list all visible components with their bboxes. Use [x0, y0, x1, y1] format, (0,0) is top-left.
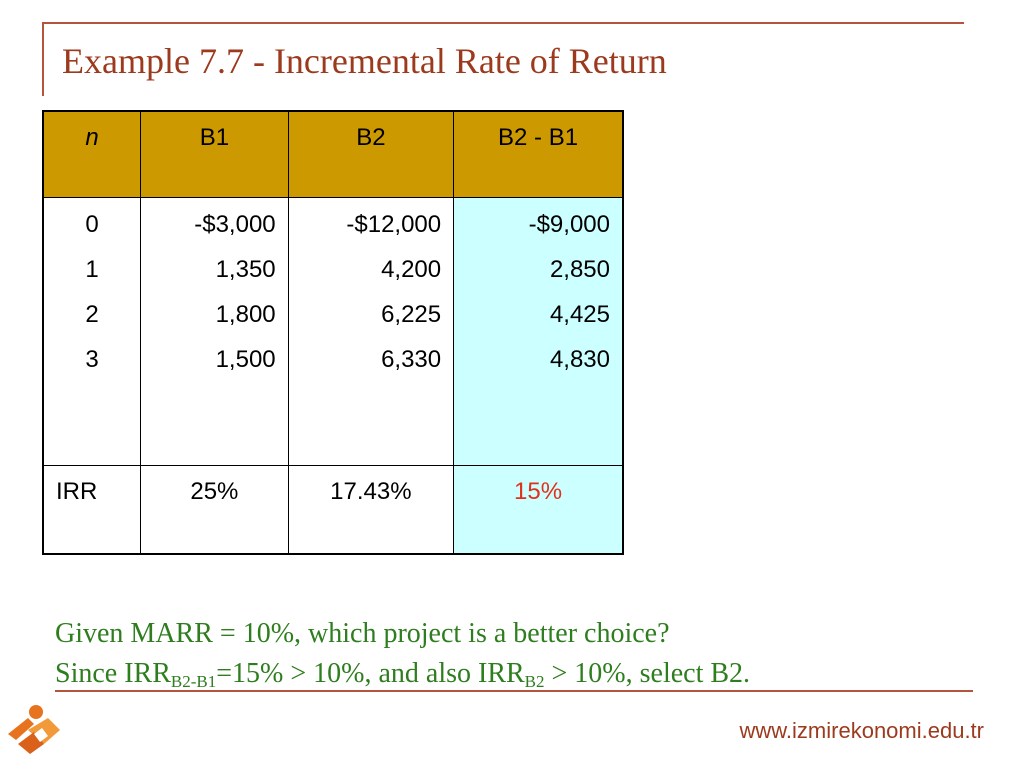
b1-column: -$3,000 1,350 1,800 1,500	[140, 196, 289, 466]
answer-text-2: =15% > 10%, and also IRR	[216, 658, 525, 689]
period-value: 3	[85, 345, 99, 373]
table-header-row: n B1 B2 B2 - B1	[42, 110, 624, 198]
answer-text-3: > 10%, select B2.	[544, 658, 751, 689]
incremental-value: 2,850	[549, 255, 610, 283]
cash-flow-table: n B1 B2 B2 - B1 0 1 2 3 -$3,000 1,350 1,…	[42, 110, 624, 555]
irr-b1: 25%	[140, 464, 289, 555]
b1-value: 1,800	[215, 300, 276, 328]
answer-subscript-1: B2-B1	[170, 672, 217, 691]
incremental-value: 4,830	[549, 345, 610, 373]
irr-label: IRR	[42, 464, 142, 555]
b1-value: 1,350	[215, 255, 276, 283]
period-value: 2	[85, 300, 99, 328]
irr-row: IRR 25% 17.43% 15%	[42, 464, 624, 555]
b2-value: -$12,000	[346, 210, 442, 238]
header-n: n	[42, 110, 142, 198]
period-column: 0 1 2 3	[42, 196, 142, 466]
b2-value: 4,200	[381, 255, 442, 283]
top-rule	[42, 22, 964, 24]
footer-rule	[55, 690, 973, 692]
incremental-value: -$9,000	[528, 210, 610, 238]
slide-title: Example 7.7 - Incremental Rate of Return	[62, 41, 667, 81]
answer-line: Since IRRB2-B1=15% > 10%, and also IRRB2…	[55, 654, 750, 694]
website-url[interactable]: www.izmirekonomi.edu.tr	[739, 718, 984, 743]
question-line: Given MARR = 10%, which project is a bet…	[55, 618, 670, 649]
b1-value: 1,500	[215, 345, 276, 373]
answer-subscript-2: B2	[524, 672, 545, 691]
incremental-value: 4,425	[549, 300, 610, 328]
period-value: 1	[85, 255, 99, 283]
b2-value: 6,330	[381, 345, 442, 373]
header-b2-minus-b1: B2 - B1	[453, 110, 624, 198]
cash-flow-row: 0 1 2 3 -$3,000 1,350 1,800 1,500 -$12,0…	[42, 196, 624, 466]
irr-b2: 17.43%	[287, 464, 455, 555]
b2-value: 6,225	[381, 300, 442, 328]
period-value: 0	[85, 210, 99, 238]
incremental-column: -$9,000 2,850 4,425 4,830	[453, 196, 624, 466]
b1-value: -$3,000	[194, 210, 276, 238]
header-b2: B2	[287, 110, 455, 198]
answer-text-1: Since IRR	[55, 658, 171, 689]
university-logo-icon	[8, 705, 60, 754]
conclusion-text: Given MARR = 10%, which project is a bet…	[55, 614, 750, 694]
header-b1: B1	[140, 110, 289, 198]
b2-column: -$12,000 4,200 6,225 6,330	[287, 196, 455, 466]
left-rule	[42, 22, 44, 96]
irr-incremental: 15%	[453, 464, 624, 555]
